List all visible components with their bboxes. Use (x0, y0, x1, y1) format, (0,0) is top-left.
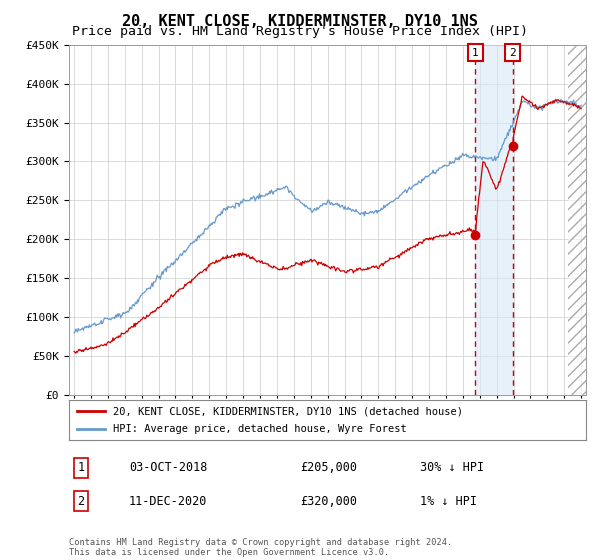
Text: 20, KENT CLOSE, KIDDERMINSTER, DY10 1NS: 20, KENT CLOSE, KIDDERMINSTER, DY10 1NS (122, 14, 478, 29)
Text: 30% ↓ HPI: 30% ↓ HPI (420, 461, 484, 474)
Text: 11-DEC-2020: 11-DEC-2020 (129, 494, 208, 508)
Text: 1: 1 (472, 48, 479, 58)
Text: 03-OCT-2018: 03-OCT-2018 (129, 461, 208, 474)
Bar (568, 45, 586, 395)
Text: 1% ↓ HPI: 1% ↓ HPI (420, 494, 477, 508)
Bar (568, 45, 586, 395)
Text: £205,000: £205,000 (300, 461, 357, 474)
Text: 20, KENT CLOSE, KIDDERMINSTER, DY10 1NS (detached house): 20, KENT CLOSE, KIDDERMINSTER, DY10 1NS … (113, 407, 463, 417)
Text: £320,000: £320,000 (300, 494, 357, 508)
Text: HPI: Average price, detached house, Wyre Forest: HPI: Average price, detached house, Wyre… (113, 423, 407, 433)
Text: Contains HM Land Registry data © Crown copyright and database right 2024.
This d: Contains HM Land Registry data © Crown c… (69, 538, 452, 557)
Text: 2: 2 (77, 494, 85, 508)
Text: 2: 2 (509, 48, 516, 58)
Text: 1: 1 (77, 461, 85, 474)
Text: Price paid vs. HM Land Registry's House Price Index (HPI): Price paid vs. HM Land Registry's House … (72, 25, 528, 38)
Bar (475, 45, 512, 395)
